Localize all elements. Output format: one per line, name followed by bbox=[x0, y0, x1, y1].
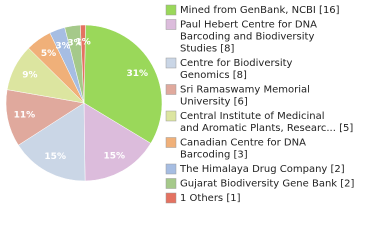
slice-label: 31% bbox=[127, 69, 149, 79]
pie-slice bbox=[80, 24, 86, 104]
slice-label: 3% bbox=[67, 38, 82, 48]
legend-swatch bbox=[165, 19, 177, 30]
slice-label: 3% bbox=[55, 41, 70, 51]
legend-label: Sri Ramaswamy Memorial bbox=[180, 85, 310, 96]
pie-slice bbox=[18, 102, 86, 182]
legend-label: University [6] bbox=[180, 97, 248, 108]
pie-slice bbox=[83, 24, 163, 144]
legend-label: Barcoding and Biodiversity bbox=[180, 32, 314, 43]
legend-label: The Himalaya Drug Company [2] bbox=[179, 164, 345, 175]
legend-swatch bbox=[165, 57, 177, 69]
legend-label: Studies [8] bbox=[180, 44, 235, 55]
legend-swatch bbox=[165, 178, 177, 189]
pie-slice bbox=[83, 102, 152, 182]
slice-label: 15% bbox=[44, 152, 66, 162]
slice-label: 15% bbox=[103, 151, 125, 161]
legend-swatch bbox=[165, 84, 177, 95]
legend-label: Barcoding [3] bbox=[180, 150, 248, 161]
legend-label: Genomics [8] bbox=[180, 70, 247, 81]
slice-label: 5% bbox=[41, 49, 56, 59]
slice-label: 11% bbox=[14, 111, 36, 121]
legend-label: Central Institute of Medicinal bbox=[180, 111, 325, 122]
slice-label: 9% bbox=[22, 71, 37, 81]
slice-label: 1% bbox=[76, 38, 91, 48]
legend-swatch bbox=[165, 4, 177, 16]
legend-swatch bbox=[165, 163, 177, 175]
legend-label: 1 Others [1] bbox=[180, 193, 241, 204]
legend-label: Canadian Centre for DNA bbox=[180, 138, 306, 149]
legend-swatch bbox=[165, 110, 177, 122]
legend-label: Paul Hebert Centre for DNA bbox=[180, 20, 317, 31]
legend-swatch bbox=[165, 137, 177, 148]
legend-label: Centre for Biodiversity bbox=[180, 58, 293, 69]
legend-label: Gujarat Biodiversity Gene Bank [2] bbox=[180, 179, 355, 190]
legend-label: Mined from GenBank, NCBI [16] bbox=[180, 5, 340, 16]
legend-label: and Aromatic Plants, Researc... [5] bbox=[180, 123, 353, 134]
legend-swatch bbox=[165, 192, 177, 204]
